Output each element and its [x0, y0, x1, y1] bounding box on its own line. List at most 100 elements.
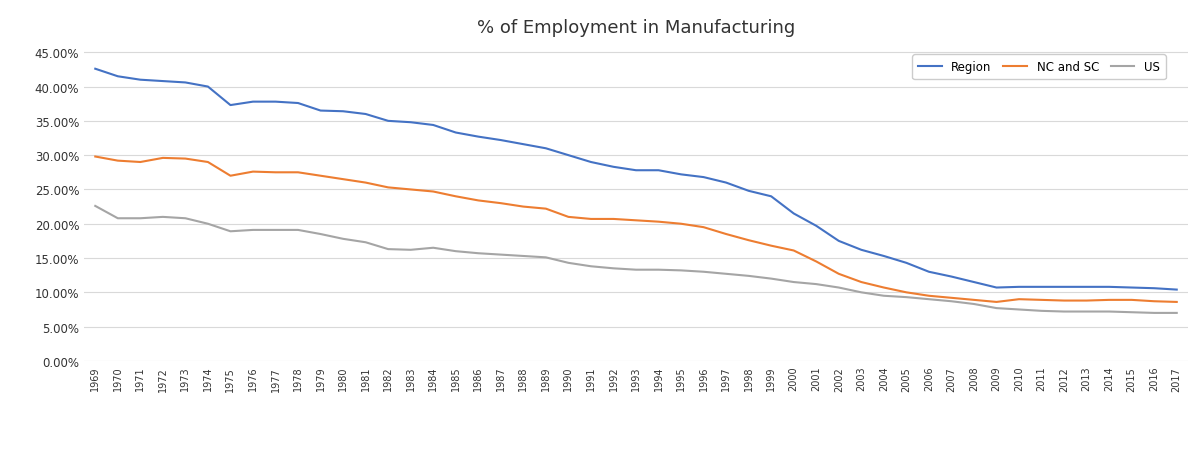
- US: [854, 290, 869, 295]
- US: [380, 247, 395, 252]
- Legend: Region, NC and SC, US: Region, NC and SC, US: [912, 56, 1165, 80]
- NC and SC: [989, 300, 1003, 305]
- NC and SC: [133, 160, 148, 165]
- NC and SC: [562, 215, 576, 220]
- Region: [674, 172, 689, 178]
- NC and SC: [200, 160, 215, 165]
- US: [472, 251, 486, 257]
- Region: [809, 224, 823, 229]
- Region: [313, 108, 328, 114]
- NC and SC: [1102, 297, 1116, 303]
- Region: [246, 100, 260, 105]
- NC and SC: [1080, 298, 1094, 304]
- US: [1012, 307, 1026, 313]
- Region: [1080, 284, 1094, 290]
- Region: [652, 168, 666, 174]
- US: [313, 232, 328, 238]
- US: [899, 295, 913, 300]
- Region: [493, 138, 508, 144]
- Region: [88, 67, 102, 72]
- Region: [629, 168, 643, 174]
- US: [493, 252, 508, 258]
- Region: [380, 119, 395, 125]
- NC and SC: [403, 187, 418, 193]
- Region: [786, 211, 800, 217]
- Region: [742, 188, 756, 194]
- Region: [110, 75, 125, 80]
- US: [583, 264, 598, 269]
- US: [652, 267, 666, 273]
- NC and SC: [674, 221, 689, 227]
- US: [178, 216, 192, 222]
- US: [877, 294, 892, 299]
- Region: [696, 175, 710, 181]
- US: [133, 216, 148, 222]
- US: [674, 268, 689, 274]
- Region: [967, 280, 982, 285]
- Region: [1147, 286, 1162, 291]
- US: [696, 269, 710, 275]
- NC and SC: [1057, 298, 1072, 304]
- US: [269, 228, 283, 233]
- US: [359, 240, 373, 245]
- NC and SC: [178, 156, 192, 162]
- NC and SC: [246, 169, 260, 175]
- NC and SC: [696, 225, 710, 231]
- US: [606, 266, 620, 271]
- Region: [403, 120, 418, 126]
- US: [629, 267, 643, 273]
- Region: [449, 131, 463, 136]
- NC and SC: [88, 154, 102, 160]
- NC and SC: [269, 170, 283, 175]
- Region: [606, 165, 620, 170]
- US: [1034, 308, 1049, 314]
- NC and SC: [1170, 300, 1184, 305]
- NC and SC: [1147, 299, 1162, 304]
- NC and SC: [336, 177, 350, 182]
- NC and SC: [944, 295, 959, 301]
- US: [742, 274, 756, 279]
- NC and SC: [156, 156, 170, 161]
- Region: [944, 274, 959, 280]
- US: [786, 280, 800, 285]
- NC and SC: [426, 189, 440, 195]
- NC and SC: [493, 201, 508, 206]
- US: [88, 204, 102, 209]
- Region: [269, 100, 283, 105]
- NC and SC: [110, 158, 125, 164]
- NC and SC: [1012, 297, 1026, 302]
- US: [156, 215, 170, 220]
- NC and SC: [516, 204, 530, 210]
- US: [719, 271, 733, 277]
- US: [539, 255, 553, 261]
- Region: [133, 78, 148, 83]
- US: [223, 229, 238, 235]
- NC and SC: [719, 232, 733, 238]
- Region: [719, 181, 733, 186]
- Region: [1012, 284, 1026, 290]
- US: [809, 282, 823, 287]
- US: [1124, 310, 1139, 315]
- US: [290, 228, 305, 233]
- US: [1102, 309, 1116, 315]
- US: [449, 249, 463, 254]
- NC and SC: [290, 170, 305, 175]
- Line: NC and SC: NC and SC: [95, 157, 1177, 302]
- NC and SC: [809, 259, 823, 265]
- US: [1080, 309, 1094, 315]
- US: [764, 276, 779, 282]
- NC and SC: [449, 194, 463, 200]
- Region: [854, 248, 869, 253]
- US: [944, 299, 959, 304]
- NC and SC: [313, 174, 328, 179]
- Region: [359, 112, 373, 118]
- Region: [336, 109, 350, 115]
- Region: [1102, 284, 1116, 290]
- US: [832, 285, 846, 291]
- NC and SC: [539, 206, 553, 212]
- Region: [156, 79, 170, 85]
- NC and SC: [606, 217, 620, 222]
- US: [967, 301, 982, 307]
- Region: [200, 85, 215, 90]
- Region: [877, 254, 892, 259]
